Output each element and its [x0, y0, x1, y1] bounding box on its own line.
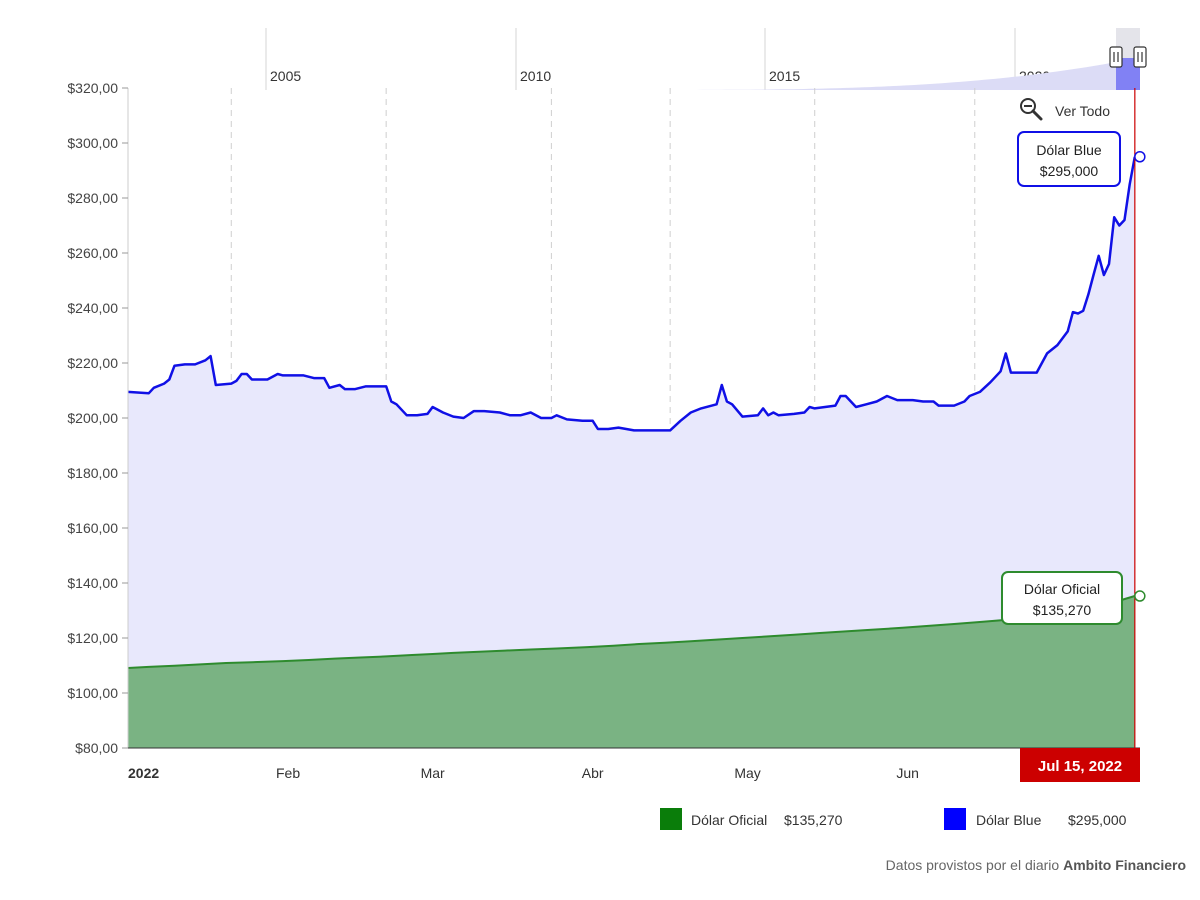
crosshair-date-label: Jul 15, 2022	[1020, 748, 1140, 782]
y-axis: $80,00 $100,00 $120,00 $140,00 $160,00 $180,0…	[67, 80, 128, 756]
x-tick-label: Mar	[421, 765, 445, 781]
dolar-blue-current-point	[1134, 151, 1146, 163]
y-tick-label: $280,00	[67, 190, 118, 206]
crosshair-date-text: Jul 15, 2022	[1038, 758, 1122, 775]
credit-prefix: Datos provistos por el diario	[886, 857, 1060, 873]
y-tick-label: $80,00	[75, 740, 118, 756]
credit-source: Ambito Financiero	[1063, 857, 1186, 873]
navigator[interactable]: 2005201020152020	[265, 28, 1147, 90]
y-tick-label: $100,00	[67, 685, 118, 701]
navigator-handle-right[interactable]	[1133, 46, 1147, 68]
y-tick-label: $120,00	[67, 630, 118, 646]
legend: Dólar Oficial $135,270 Dólar Blue $295,0…	[660, 808, 1127, 830]
dolar-oficial-area	[128, 596, 1135, 748]
dolar-blue-area	[128, 156, 1135, 749]
y-tick-label: $180,00	[67, 465, 118, 481]
dolar-blue-tooltip-value: $295,000	[1040, 163, 1099, 179]
data-credit: Datos provistos por el diario Ambito Fin…	[886, 857, 1186, 873]
dolar-blue-tooltip: Dólar Blue $295,000	[1017, 131, 1121, 187]
y-tick-label: $160,00	[67, 520, 118, 536]
navigator-tick-label: 2015	[769, 68, 800, 84]
navigator-tick-label: 2010	[520, 68, 551, 84]
y-tick-label: $220,00	[67, 355, 118, 371]
dolar-blue-line	[127, 156, 1137, 432]
legend-value-dolar-oficial: $135,270	[784, 812, 843, 828]
navigator-handle-left[interactable]	[1109, 46, 1123, 68]
y-tick-label: $260,00	[67, 245, 118, 261]
legend-swatch-dolar-blue	[944, 808, 966, 830]
dolar-blue-tooltip-label: Dólar Blue	[1036, 142, 1102, 158]
dolar-oficial-line	[127, 595, 1136, 669]
y-tick-label: $320,00	[67, 80, 118, 96]
dolar-oficial-tooltip-value: $135,270	[1033, 602, 1092, 618]
y-tick-label: $240,00	[67, 300, 118, 316]
x-tick-label: May	[734, 765, 760, 781]
dolar-oficial-tooltip-label: Dólar Oficial	[1024, 581, 1100, 597]
legend-swatch-dolar-oficial	[660, 808, 682, 830]
ver-todo-label: Ver Todo	[1055, 103, 1110, 119]
x-axis: 2022 Feb Mar Abr May Jun	[128, 765, 919, 781]
y-tick-label: $200,00	[67, 410, 118, 426]
navigator-tick-label: 2005	[270, 68, 301, 84]
y-tick-label: $140,00	[67, 575, 118, 591]
legend-item-dolar-blue[interactable]: Dólar Blue $295,000	[944, 808, 1127, 830]
legend-label-dolar-oficial: Dólar Oficial	[691, 812, 767, 828]
legend-label-dolar-blue: Dólar Blue	[976, 812, 1042, 828]
x-tick-label: 2022	[128, 765, 159, 781]
dolar-oficial-tooltip: Dólar Oficial $135,270	[1001, 571, 1123, 625]
dolar-oficial-current-point	[1134, 590, 1146, 602]
legend-value-dolar-blue: $295,000	[1068, 812, 1127, 828]
navigator-ticks: 2005201020152020	[265, 28, 1050, 90]
zoom-out-icon	[1020, 98, 1043, 121]
navigator-series-area	[630, 62, 1116, 90]
y-tick-label: $300,00	[67, 135, 118, 151]
x-tick-label: Jun	[896, 765, 919, 781]
legend-item-dolar-oficial[interactable]: Dólar Oficial $135,270	[660, 808, 843, 830]
ver-todo-button[interactable]: Ver Todo	[1020, 98, 1110, 121]
x-tick-label: Feb	[276, 765, 300, 781]
x-tick-label: Abr	[582, 765, 604, 781]
